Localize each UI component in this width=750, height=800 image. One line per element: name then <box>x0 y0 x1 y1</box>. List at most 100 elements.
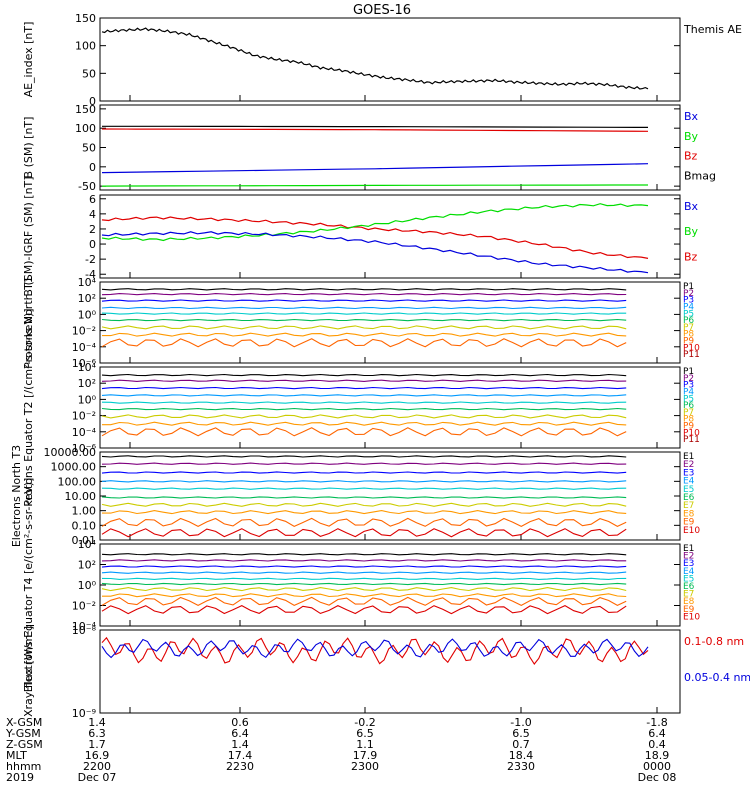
legend-label: 0.1-0.8 nm <box>684 635 744 648</box>
orbit-cell: 16.9 <box>85 749 110 762</box>
channel-series <box>101 496 627 499</box>
y-tick-label: 10⁻² <box>72 410 96 423</box>
y-axis-label: AE_index [nT] <box>22 22 35 98</box>
channel-series <box>101 338 627 348</box>
channel-label: P6 <box>683 401 694 411</box>
y-tick-label: 10⁴ <box>78 538 97 551</box>
channel-series <box>101 379 627 382</box>
orbit-row-label: Y-GSM <box>5 727 41 740</box>
channel-series <box>102 421 627 426</box>
y-tick-label: 150 <box>75 12 96 25</box>
y-tick-label: 1.00 <box>72 505 97 518</box>
orbit-cell: 2200 <box>83 760 111 773</box>
channel-series <box>101 502 627 507</box>
y-tick-label: 10⁻⁴ <box>72 620 97 633</box>
orbit-cell: 17.9 <box>353 749 378 762</box>
channel-label: E5 <box>683 485 694 495</box>
channel-series <box>101 517 627 528</box>
channel-label: E7 <box>683 590 694 600</box>
orbit-cell: 2300 <box>351 760 379 773</box>
channel-series <box>101 487 627 490</box>
y-tick-label: -4 <box>85 268 96 281</box>
panel-frame <box>99 194 681 279</box>
y-tick-label: 150 <box>75 103 96 116</box>
series-bx <box>101 163 649 174</box>
legend-label: Bx <box>684 200 699 213</box>
channel-label: E3 <box>683 468 694 478</box>
legend-label: By <box>684 130 699 143</box>
channel-label: P3 <box>683 296 694 306</box>
orbit-cell: Dec 07 <box>78 771 117 784</box>
panel-frame <box>99 281 681 364</box>
y-tick-label: 10⁰ <box>78 393 97 406</box>
y-tick-label: 0 <box>89 95 96 108</box>
channel-label: P5 <box>683 394 694 404</box>
y-tick-label: 4 <box>89 208 96 221</box>
y-tick-label: 50 <box>82 67 96 80</box>
orbit-table: X-GSMY-GSMZ-GSMMLThhmm20191.46.31.716.92… <box>5 716 676 784</box>
channel-label: P5 <box>683 309 694 319</box>
channel-label: P10 <box>683 428 700 438</box>
channel-label: P2 <box>683 374 694 384</box>
orbit-cell: -1.0 <box>510 716 531 729</box>
channel-label: E6 <box>683 582 695 592</box>
channel-label: E8 <box>683 509 695 519</box>
orbit-row-label: Z-GSM <box>6 738 43 751</box>
channel-label: P1 <box>683 367 694 377</box>
orbit-cell: 1.4 <box>88 716 106 729</box>
orbit-cell: 6.5 <box>512 727 530 740</box>
y-axis-label: B (SM) [nT] <box>22 117 35 179</box>
channel-series <box>101 582 627 586</box>
legend-label: 0.05-0.4 nm <box>684 671 750 684</box>
panel-frame <box>99 451 681 541</box>
channel-label: P10 <box>683 343 700 353</box>
series-bz <box>101 216 649 259</box>
panel-frame <box>99 104 681 191</box>
channel-label: P11 <box>683 435 700 445</box>
orbit-cell: 18.4 <box>509 749 534 762</box>
panel-db: -4 -2 0 2 4 6 B (SM)-IGRF (SM) [nT] Bx By Bz <box>22 176 699 296</box>
legend-label: Themis AE <box>683 23 742 36</box>
y-tick-label: 10² <box>78 377 96 390</box>
panel-frame <box>99 17 681 102</box>
y-axis-label: Electrons Equator T4 [e/(cm²-s-sr-keV)] <box>22 478 35 693</box>
orbit-cell: 6.4 <box>231 727 249 740</box>
channel-label: E10 <box>683 526 700 536</box>
channel-label: P8 <box>683 330 694 340</box>
series-themis ae <box>101 27 649 90</box>
y-axis-label: B (SM)-IGRF (SM) [nT] <box>22 176 35 296</box>
channel-series <box>101 455 627 458</box>
orbit-cell: 1.4 <box>231 738 249 751</box>
orbit-cell: 6.5 <box>356 727 374 740</box>
series-bx <box>101 231 649 274</box>
channel-series <box>101 401 627 404</box>
legend-label: Bz <box>684 250 698 263</box>
y-tick-label: 10⁻⁹ <box>72 707 96 720</box>
panel-ae: 0 50 100 150 AE_index [nT] Themis AE <box>22 12 742 108</box>
channel-series <box>101 386 627 390</box>
y-tick-label: 0 <box>89 238 96 251</box>
channel-series <box>101 288 627 291</box>
channel-series <box>101 394 627 397</box>
orbit-cell: 2230 <box>226 760 254 773</box>
channel-label: E3 <box>683 559 694 569</box>
orbit-row-label: 2019 <box>6 771 34 784</box>
y-tick-label: 2 <box>89 223 96 236</box>
channel-label: P3 <box>683 381 694 391</box>
y-tick-label: 10⁰ <box>78 579 97 592</box>
channel-label: E2 <box>683 552 694 562</box>
series-by <box>101 203 649 242</box>
y-tick-label: 10⁻² <box>72 600 96 613</box>
panel-protons_t2: 10⁻⁶ 10⁻⁴ 10⁻² 10⁰ 10² 10⁴ Protons Equator T2 … <box>22 308 700 506</box>
y-tick-label: 100.00 <box>58 475 97 488</box>
orbit-cell: -0.2 <box>354 716 375 729</box>
orbit-cell: 0.4 <box>648 738 666 751</box>
y-tick-label: 50 <box>82 142 96 155</box>
channel-label: E1 <box>683 452 694 462</box>
panels: 0 50 100 150 AE_index [nT] Themis AE -50 0 50 100… <box>10 12 750 720</box>
orbit-cell: 6.4 <box>648 727 666 740</box>
channel-series <box>101 480 627 483</box>
channel-label: P8 <box>683 415 694 425</box>
y-tick-label: 1000.00 <box>51 461 97 474</box>
